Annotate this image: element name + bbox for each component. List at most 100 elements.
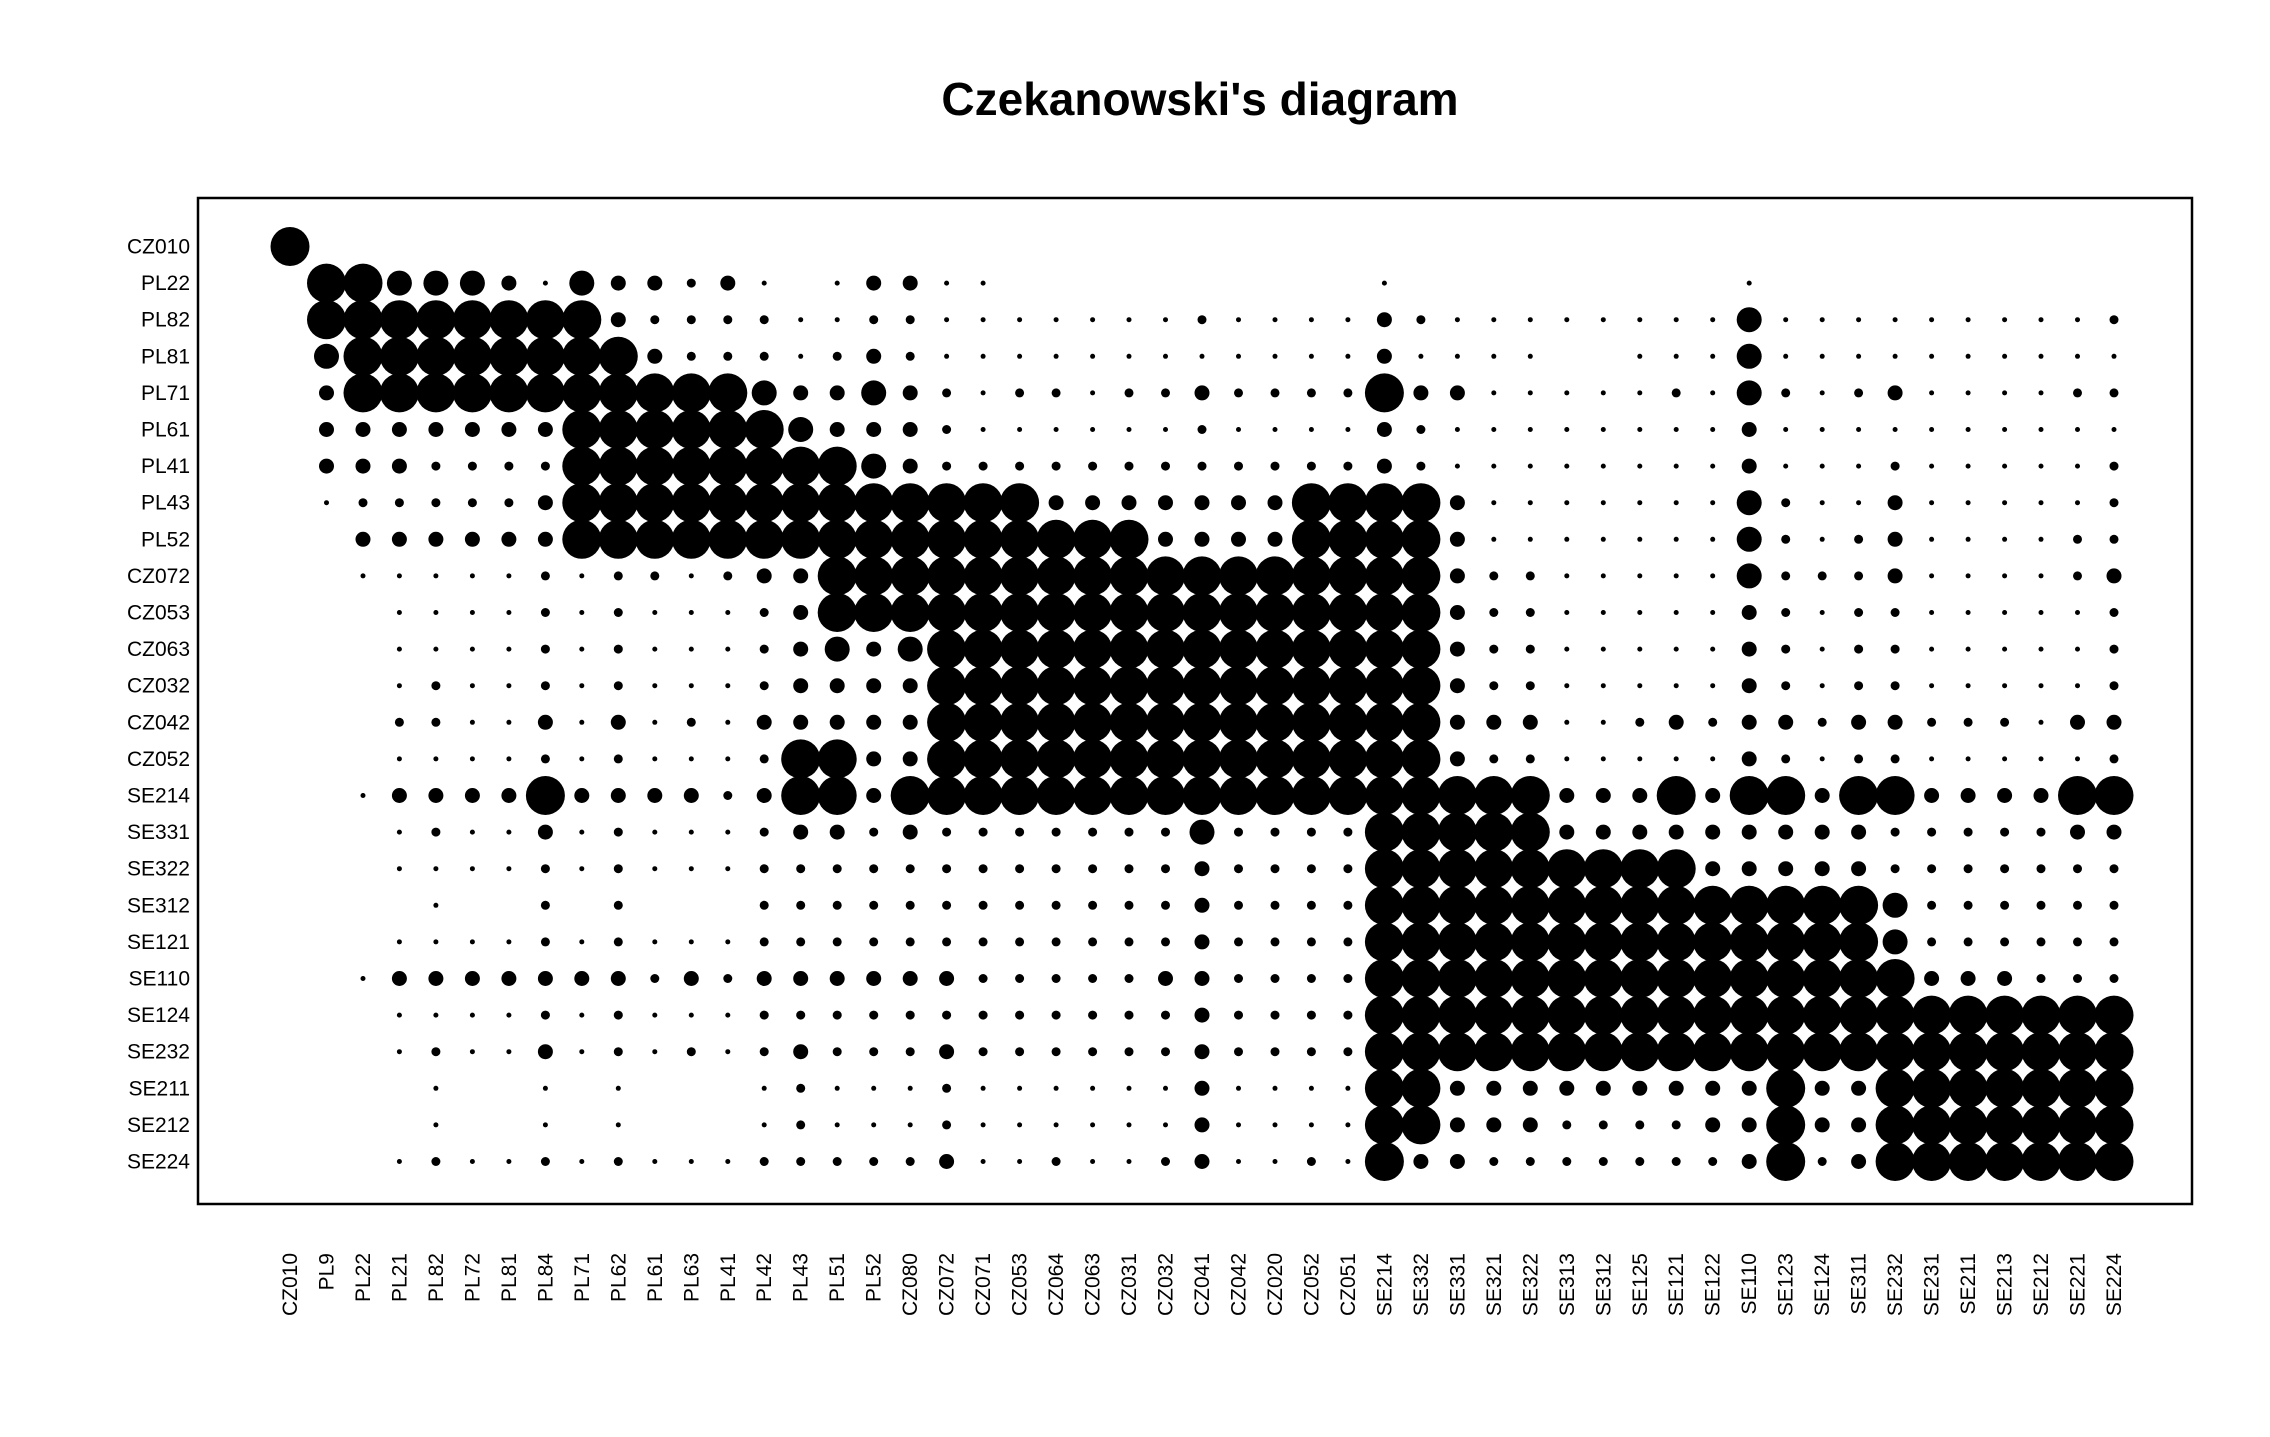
cell-PL52-PL71 [562, 519, 602, 559]
cell-PL41-CZ080 [902, 458, 918, 474]
cell-CZ032-PL43 [793, 678, 809, 694]
cell-SE110-SE213 [1997, 971, 2013, 986]
cell-CZ042-SE121 [1668, 714, 1684, 730]
cell-PL61-PL41 [708, 410, 748, 449]
cell-PL52-CZ041 [1194, 531, 1210, 547]
cell-CZ052-SE322 [1525, 754, 1535, 764]
cell-SE232-SE211 [1948, 1032, 1988, 1072]
cell-PL41-PL71 [562, 446, 602, 486]
cell-PL82-SE212 [2038, 317, 2044, 323]
col-label-CZ041: CZ041 [1191, 1253, 1214, 1316]
cell-CZ052-PL84 [540, 754, 550, 764]
cell-PL41-SE123 [1783, 463, 1789, 469]
cell-CZ063-SE311 [1854, 644, 1864, 654]
cell-SE110-PL41 [723, 974, 733, 983]
cell-CZ032-CZ064 [1036, 666, 1076, 706]
chart-title: Czekanowski's diagram [941, 73, 1458, 125]
cell-SE312-CZ064 [1051, 900, 1061, 910]
cell-CZ042-SE231 [1927, 717, 1937, 727]
cell-PL52-SE211 [1965, 536, 1971, 542]
cell-CZ072-CZ052 [1291, 556, 1331, 596]
cell-CZ032-SE331 [1449, 678, 1465, 694]
cell-CZ063-SE211 [1965, 646, 1971, 652]
cell-PL61-PL22 [355, 422, 371, 437]
cell-CZ072-PL43 [793, 568, 809, 584]
row-label-SE232: SE232 [127, 1041, 190, 1064]
cell-PL52-CZ051 [1328, 519, 1368, 559]
cell-SE124-CZ042 [1234, 1010, 1243, 1020]
cell-PL61-PL51 [829, 422, 845, 437]
cell-CZ052-SE332 [1401, 739, 1441, 779]
cell-PL82-SE312 [1600, 317, 1606, 323]
cell-CZ063-SE331 [1449, 641, 1465, 657]
cell-SE331-SE331 [1437, 812, 1477, 852]
cell-SE121-CZ052 [1306, 937, 1316, 947]
cell-SE110-PL72 [464, 971, 480, 986]
cell-SE322-PL41 [725, 866, 731, 872]
cell-SE214-PL72 [464, 788, 480, 803]
cell-SE211-SE121 [1668, 1080, 1684, 1096]
cell-CZ052-SE231 [1929, 756, 1935, 762]
cell-CZ032-SE213 [2002, 683, 2008, 689]
cell-SE322-PL82 [433, 866, 439, 872]
cell-SE124-PL51 [832, 1010, 842, 1020]
cell-PL81-CZ072 [944, 353, 950, 359]
col-label-PL82: PL82 [425, 1253, 448, 1302]
cell-SE224-PL21 [396, 1159, 402, 1164]
cell-SE211-SE232 [1875, 1068, 1915, 1108]
cell-SE224-CZ052 [1306, 1157, 1316, 1166]
cell-PL61-PL61 [635, 410, 675, 449]
cell-SE121-SE211 [1963, 937, 1973, 947]
cell-SE322-SE121 [1656, 849, 1696, 889]
cell-CZ053-SE125 [1637, 610, 1643, 615]
cell-SE211-SE124 [1814, 1080, 1830, 1096]
cell-PL43-SE212 [2038, 500, 2044, 506]
col-label-PL43: PL43 [790, 1253, 813, 1302]
cell-CZ072-SE213 [2002, 573, 2008, 579]
cell-SE312-PL42 [759, 900, 769, 910]
cell-SE224-PL81 [506, 1159, 512, 1164]
cell-SE214-PL62 [610, 788, 626, 803]
cell-CZ053-PL82 [433, 610, 439, 615]
cell-CZ052-SE123 [1781, 754, 1791, 764]
cell-SE110-CZ051 [1343, 974, 1353, 983]
cell-SE110-SE121 [1656, 959, 1696, 998]
cell-SE121-PL62 [613, 937, 623, 947]
cell-CZ063-SE221 [2075, 646, 2080, 652]
cell-CZ052-CZ031 [1109, 739, 1149, 779]
cell-PL52-SE313 [1564, 536, 1570, 542]
cell-SE224-PL42 [759, 1157, 769, 1166]
cell-SE224-SE321 [1489, 1157, 1499, 1166]
cell-CZ072-SE110 [1736, 563, 1762, 589]
cell-PL52-SE231 [1929, 536, 1935, 542]
cell-SE211-SE211 [1948, 1068, 1988, 1108]
cell-SE212-SE110 [1741, 1117, 1757, 1133]
col-label-SE121: SE121 [1665, 1253, 1688, 1316]
cell-CZ042-SE125 [1635, 717, 1645, 727]
cell-SE322-CZ051 [1343, 864, 1353, 874]
cell-SE110-SE214 [1364, 959, 1404, 998]
cell-PL81-PL41 [723, 351, 733, 361]
cell-PL52-PL21 [391, 531, 407, 547]
cell-PL82-SE321 [1491, 317, 1497, 323]
cell-SE331-PL42 [759, 827, 769, 837]
cell-SE331-CZ053 [1015, 827, 1025, 837]
cell-CZ072-SE121 [1673, 573, 1679, 579]
cell-SE224-SE125 [1635, 1157, 1645, 1166]
cell-SE214-CZ051 [1328, 776, 1368, 815]
cell-PL61-SE121 [1673, 427, 1679, 432]
cell-SE124-SE121 [1656, 995, 1696, 1035]
cell-SE212-SE124 [1814, 1117, 1830, 1133]
cell-CZ053-PL51 [817, 593, 857, 632]
cell-SE224-SE232 [1875, 1142, 1915, 1181]
cell-CZ072-SE331 [1449, 568, 1465, 584]
cell-PL71-SE123 [1781, 388, 1791, 398]
cell-SE124-CZ051 [1343, 1010, 1353, 1020]
cell-SE121-PL41 [725, 939, 731, 945]
cell-SE124-CZ080 [905, 1010, 915, 1020]
cell-SE224-SE123 [1766, 1142, 1806, 1181]
cell-PL81-SE214 [1376, 348, 1392, 364]
cell-SE312-CZ032 [1161, 900, 1170, 910]
cell-CZ072-SE332 [1401, 556, 1441, 596]
cell-CZ052-PL63 [688, 756, 694, 762]
